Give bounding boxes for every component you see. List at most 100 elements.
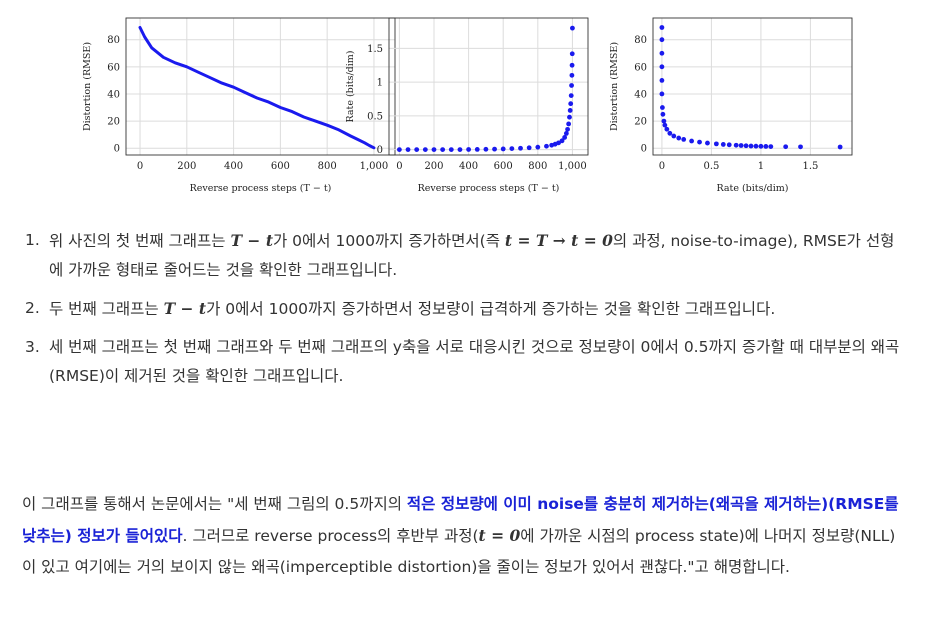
data-point — [660, 111, 666, 117]
chart-rmse-vs-steps: 0 200 400 600 800 1,000 0 20 40 60 80 Reverse proce… — [82, 17, 396, 194]
y-tick-label: 0 — [641, 144, 647, 155]
series-line — [138, 26, 376, 150]
data-point — [414, 147, 420, 153]
list-item-text: 의 과정, noise-to-image), RMSE가 선형에 가까운 형태로… — [49, 232, 895, 279]
data-point — [659, 25, 665, 30]
data-point — [568, 101, 574, 107]
data-point — [457, 147, 463, 153]
summary-math: t = 0 — [478, 526, 521, 545]
plot-frame — [652, 17, 853, 156]
data-point — [568, 93, 574, 99]
data-point — [405, 147, 411, 153]
data-point — [726, 142, 732, 148]
data-point — [681, 137, 687, 142]
y-axis-label: Distortion (RMSE) — [609, 42, 620, 131]
y-tick-label: 20 — [107, 117, 120, 128]
data-point — [697, 139, 702, 145]
x-tick-label: 800 — [528, 161, 547, 172]
data-point — [748, 143, 754, 149]
data-point — [569, 72, 575, 78]
summary-text: 에 가까운 시점의 process state)에 나머지 정보량(NLL)이 … — [22, 527, 896, 576]
x-tick-label: 600 — [271, 161, 290, 172]
data-point — [662, 122, 668, 128]
list-item-text: 가 0에서 1000까지 증가하면서(즉 — [272, 232, 505, 250]
summary-text: 이 그래프를 통해서 논문에서는 "세 번째 그림의 0.5까지의 — [22, 495, 407, 513]
data-point — [671, 133, 677, 139]
data-point — [676, 135, 682, 141]
data-point — [556, 140, 561, 146]
data-point — [763, 144, 769, 149]
data-point — [738, 143, 744, 148]
y-tick-label: 80 — [107, 35, 120, 46]
list-item-text: 세 번째 그래프는 첫 번째 그래프와 두 번째 그래프의 y축을 서로 대응시… — [49, 338, 900, 385]
data-point — [396, 147, 402, 153]
x-tick-label: 800 — [318, 161, 337, 172]
data-point — [565, 126, 570, 132]
list-item-math: T − t — [230, 231, 273, 250]
data-point — [753, 143, 759, 149]
data-point — [544, 143, 549, 149]
y-tick-label: 0 — [377, 145, 383, 156]
data-point — [661, 118, 667, 124]
data-point — [509, 146, 515, 151]
data-point — [569, 83, 574, 88]
data-point — [659, 91, 665, 97]
plot-frame — [388, 17, 589, 156]
data-point — [783, 144, 789, 150]
x-tick-label: 0 — [137, 161, 143, 172]
data-point — [664, 126, 670, 132]
x-tick-label: 0.5 — [703, 161, 719, 172]
data-point — [566, 121, 572, 127]
data-point — [559, 138, 565, 144]
y-tick-label: 0.5 — [367, 111, 383, 122]
x-axis-label: Reverse process steps (T − t) — [418, 183, 560, 194]
x-tick-label: 200 — [177, 161, 196, 172]
data-point — [837, 144, 843, 150]
data-point — [720, 142, 726, 147]
list-item-text: 두 번째 그래프는 — [49, 300, 164, 318]
y-tick-label: 0 — [114, 144, 120, 155]
x-tick-label: 600 — [494, 161, 513, 172]
y-tick-label: 60 — [107, 62, 120, 73]
summary-highlight: 적은 정보량에 이미 noise를 충분히 제거하는(왜곡을 제거하는)(RMS… — [22, 495, 899, 545]
data-point — [567, 108, 573, 113]
list-item-number: 2. — [25, 299, 40, 317]
data-point — [526, 145, 532, 151]
data-point — [431, 147, 437, 153]
data-point — [659, 37, 665, 43]
data-point — [569, 51, 575, 57]
data-point — [570, 25, 575, 31]
x-tick-label: 200 — [424, 161, 443, 172]
x-tick-label: 400 — [224, 161, 243, 172]
list-item-number: 1. — [25, 231, 40, 249]
chart-rmse-vs-rate: 0 0.5 1 1.5 0 20 40 60 80 Rate (bits/dim) Distorti… — [609, 17, 853, 194]
data-point — [705, 140, 710, 146]
list-item: 1. 위 사진의 첫 번째 그래프는 T − t가 0에서 1000까지 증가하면… — [22, 226, 902, 285]
data-point — [768, 144, 774, 149]
data-point — [474, 146, 480, 152]
data-point — [798, 144, 803, 150]
data-point — [535, 144, 541, 150]
summary-paragraph: 이 그래프를 통해서 논문에서는 "세 번째 그림의 0.5까지의 적은 정보량… — [22, 489, 902, 583]
x-tick-label: 0 — [396, 161, 402, 172]
data-point — [466, 147, 471, 152]
data-point — [492, 146, 497, 152]
data-point — [567, 114, 572, 120]
y-tick-label: 80 — [634, 35, 647, 46]
y-axis-label: Distortion (RMSE) — [82, 42, 93, 131]
data-point — [448, 147, 454, 153]
y-tick-label: 1.5 — [367, 44, 383, 55]
data-point — [562, 135, 568, 140]
list-item-number: 3. — [25, 338, 40, 356]
list-item: 3. 세 번째 그래프는 첫 번째 그래프와 두 번째 그래프의 y축을 서로 대… — [22, 333, 902, 391]
x-tick-label: 1,000 — [558, 161, 587, 172]
data-point — [422, 147, 428, 153]
data-point — [483, 146, 489, 152]
list-item-text: 가 0에서 1000까지 증가하면서 정보량이 급격하게 증가하는 것을 확인한… — [206, 300, 776, 318]
data-point — [440, 147, 446, 153]
data-point — [500, 146, 506, 152]
data-point — [713, 141, 719, 147]
data-point — [689, 138, 695, 144]
data-point — [659, 64, 665, 70]
data-point — [563, 131, 569, 136]
